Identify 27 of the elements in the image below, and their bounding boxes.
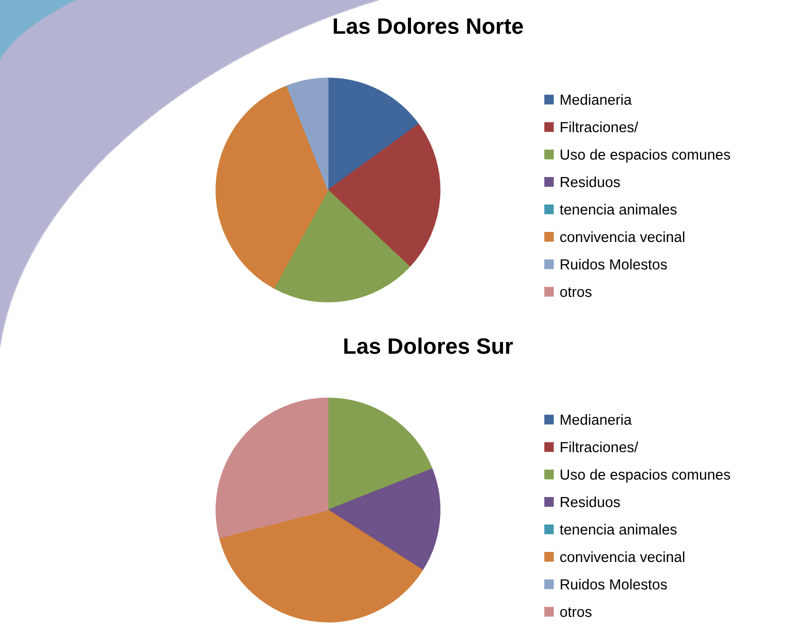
- legend-label: Medianeria: [560, 94, 632, 105]
- legend-label: Filtraciones/: [560, 442, 638, 452]
- chart-title: Las Dolores Sur: [344, 338, 513, 354]
- pie-slice: [274, 190, 410, 302]
- legend-label: Uso de espacios comunes: [560, 149, 730, 163]
- legend-label: otros: [560, 607, 592, 617]
- pie-slice: [219, 510, 423, 622]
- legend-label: otros: [560, 287, 592, 297]
- legend-label: Filtraciones/: [560, 122, 638, 132]
- pie-slice: [216, 398, 328, 538]
- legend-label: convivencia vecinal: [560, 551, 684, 562]
- pie-slice: [286, 78, 328, 190]
- pie-slice: [328, 398, 433, 510]
- legend-label: Residuos: [560, 496, 620, 508]
- legend-label: convivencia vecinal: [560, 231, 684, 242]
- pie-slice: [216, 85, 328, 289]
- legend-label: Residuos: [560, 176, 620, 188]
- legend-label: Medianeria: [560, 414, 632, 425]
- legend-label: Ruidos Molestos: [560, 578, 667, 590]
- legend-label: Uso de espacios comunes: [560, 469, 730, 483]
- pie-slice: [328, 124, 440, 268]
- pie-slice: [328, 468, 440, 570]
- chart-title: Las Dolores Norte: [334, 18, 523, 34]
- legend-label: Ruidos Molestos: [560, 258, 667, 270]
- legend-label: tenencia animales: [560, 524, 677, 535]
- legend-label: tenencia animales: [560, 204, 677, 215]
- pie-slice: [328, 78, 420, 190]
